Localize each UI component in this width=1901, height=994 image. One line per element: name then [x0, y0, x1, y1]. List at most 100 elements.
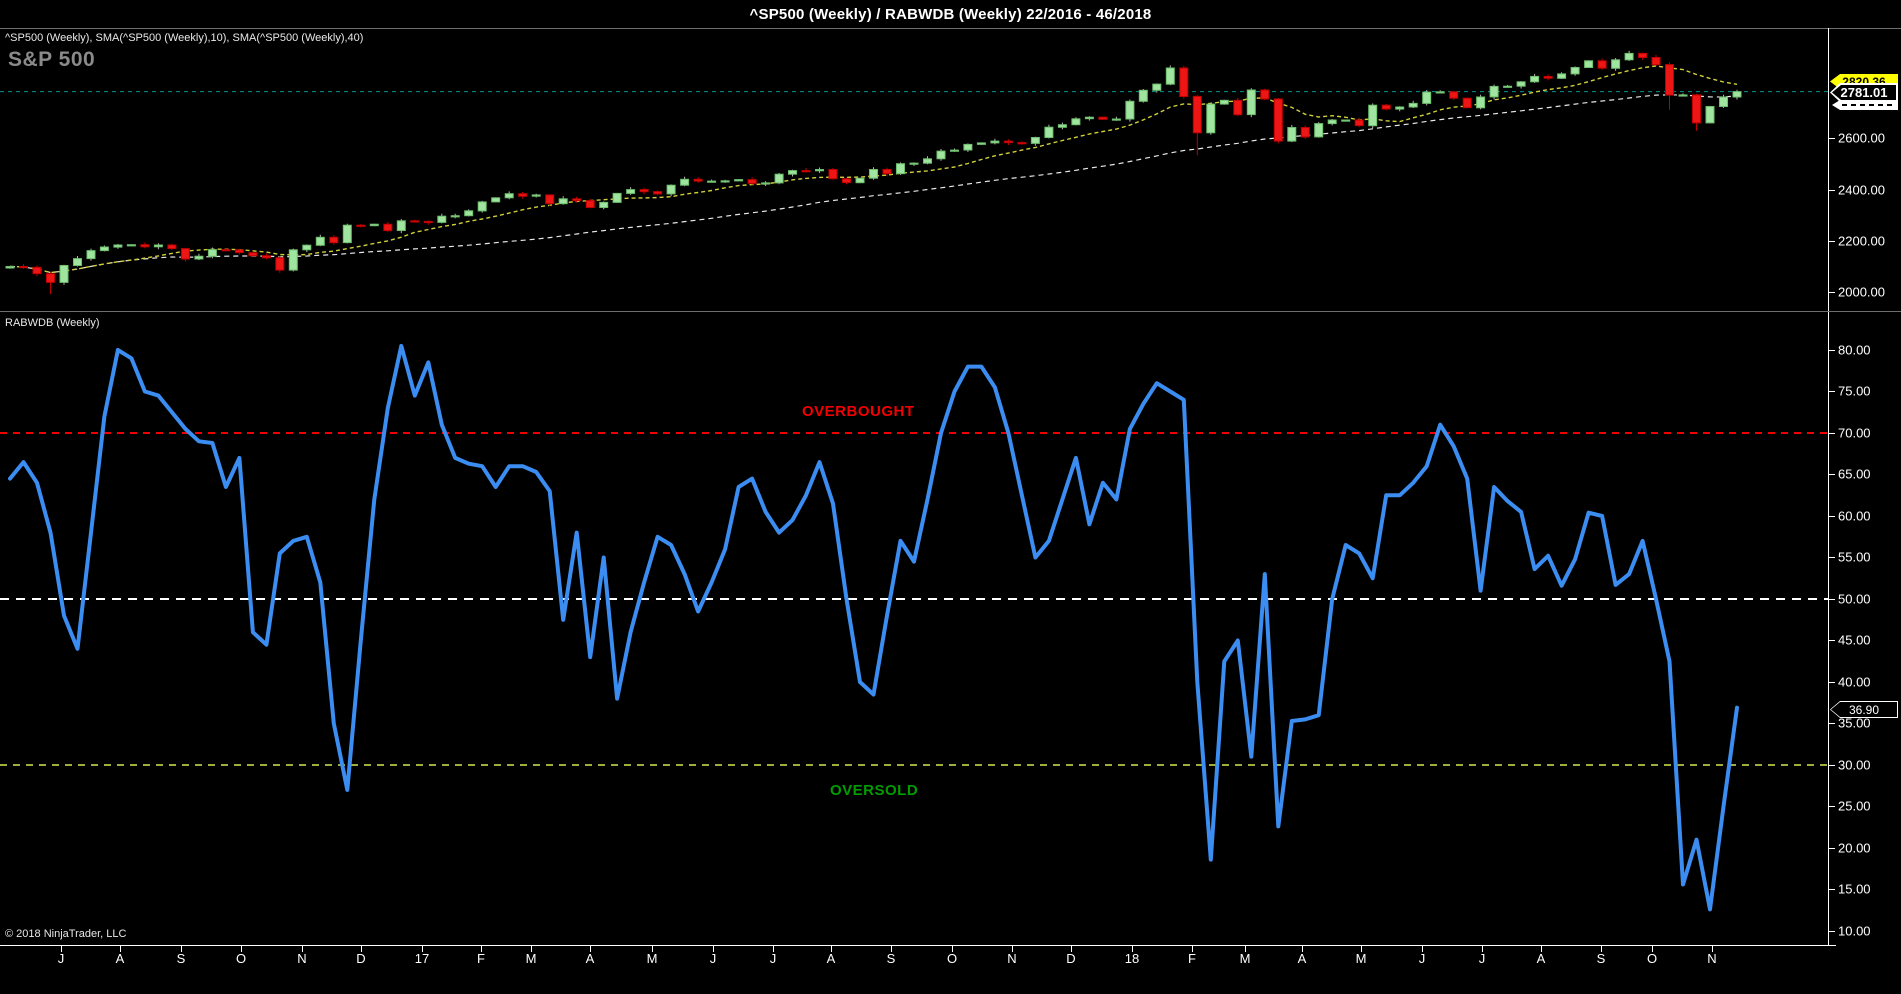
y-axis-tick [1828, 137, 1835, 139]
y-axis-label: 80.00 [1838, 342, 1871, 358]
y-axis-tick [1828, 390, 1835, 392]
x-axis-label: M [1239, 951, 1251, 966]
x-axis-tick [531, 945, 532, 952]
indicator-value-tag: 36.90 [1830, 701, 1898, 718]
x-axis-label: S [176, 951, 186, 966]
indicator-panel-label: RABWDB (Weekly) [5, 317, 100, 329]
y-axis-tick [1828, 639, 1835, 641]
x-axis-tick [241, 945, 242, 952]
x-axis-label: O [1646, 951, 1658, 966]
sma40-price-tag [1832, 100, 1898, 110]
x-axis-tick [1712, 945, 1713, 952]
x-axis-tick [302, 945, 303, 952]
x-axis-tick [1541, 945, 1542, 952]
y-axis-label: 50.00 [1838, 591, 1871, 607]
x-axis-label: D [356, 951, 366, 966]
y-axis-label: 75.00 [1838, 383, 1871, 399]
y-axis-label: 60.00 [1838, 508, 1871, 524]
last-price-tag-value: 2781.01 [1840, 85, 1888, 100]
price-panel-label: ^SP500 (Weekly), SMA(^SP500 (Weekly),10)… [5, 32, 364, 44]
instrument-watermark: S&P 500 [8, 48, 96, 71]
y-axis-tick [1828, 722, 1835, 724]
y-axis-label: 40.00 [1838, 674, 1871, 690]
x-axis-tick [1302, 945, 1303, 952]
x-axis-tick [481, 945, 482, 952]
x-axis-label: N [1707, 951, 1717, 966]
y-axis-tick [1828, 888, 1835, 890]
x-axis-label: S [1596, 951, 1606, 966]
x-axis-label: O [946, 951, 958, 966]
x-axis-label: A [585, 951, 595, 966]
y-axis-tick [1828, 556, 1835, 558]
y-axis-tick [1828, 349, 1835, 351]
x-axis-label: J [769, 951, 777, 966]
y-axis-label: 25.00 [1838, 798, 1871, 814]
copyright-text: © 2018 NinjaTrader, LLC [5, 928, 127, 940]
y-axis-label: 2200.00 [1838, 233, 1885, 249]
x-axis-label: A [1297, 951, 1307, 966]
x-axis-label: M [646, 951, 658, 966]
window-title: ^SP500 (Weekly) / RABWDB (Weekly) 22/201… [749, 5, 1152, 23]
y-axis-tick [1828, 189, 1835, 191]
indicator-value-tag-value: 36.90 [1848, 702, 1880, 717]
x-axis-tick [1422, 945, 1423, 952]
x-axis-tick [952, 945, 953, 952]
x-axis-tick [713, 945, 714, 952]
x-axis-label: A [1536, 951, 1546, 966]
x-axis-label: J [1478, 951, 1486, 966]
x-axis-tick [652, 945, 653, 952]
x-axis-label: A [826, 951, 836, 966]
y-axis-label: 2000.00 [1838, 284, 1885, 300]
title-divider [0, 28, 1901, 29]
x-axis-tick [1652, 945, 1653, 952]
x-axis-tick [361, 945, 362, 952]
y-axis-tick [1828, 598, 1835, 600]
x-axis-label: M [525, 951, 537, 966]
x-axis-tick [422, 945, 423, 952]
oversold-label: OVERSOLD [830, 782, 919, 799]
y-axis-label: 20.00 [1838, 840, 1871, 856]
x-axis-tick [1012, 945, 1013, 952]
x-axis-label: N [297, 951, 307, 966]
y-axis-label: 2400.00 [1838, 182, 1885, 198]
x-axis-tick [773, 945, 774, 952]
y-axis-label: 30.00 [1838, 757, 1871, 773]
x-axis-tick [1482, 945, 1483, 952]
overbought-label: OVERBOUGHT [802, 403, 915, 420]
x-axis-label: D [1066, 951, 1076, 966]
y-axis-label: 35.00 [1838, 715, 1871, 731]
last-price-tag: 2781.01 [1830, 83, 1898, 102]
x-axis-label: J [57, 951, 65, 966]
y-axis-tick [1828, 764, 1835, 766]
x-axis-tick [1132, 945, 1133, 952]
x-axis-tick [181, 945, 182, 952]
panel-divider[interactable] [0, 311, 1901, 312]
y-axis-tick [1828, 681, 1835, 683]
x-axis-tick [61, 945, 62, 952]
y-axis-tick [1828, 473, 1835, 475]
x-axis-tick [1601, 945, 1602, 952]
y-axis-tick [1828, 291, 1835, 293]
x-axis-label: J [1418, 951, 1426, 966]
y-axis-label: 2600.00 [1838, 130, 1885, 146]
x-axis-label: J [709, 951, 717, 966]
x-axis-label: 18 [1124, 951, 1140, 966]
y-axis-tick [1828, 515, 1835, 517]
y-axis-label: 55.00 [1838, 549, 1871, 565]
x-axis-label: O [235, 951, 247, 966]
y-axis-tick [1828, 805, 1835, 807]
y-axis-tick [1828, 930, 1835, 932]
y-axis-label: 10.00 [1838, 923, 1871, 939]
x-axis-label: S [886, 951, 896, 966]
x-axis-tick [1071, 945, 1072, 952]
x-axis-tick [120, 945, 121, 952]
y-axis-label: 45.00 [1838, 632, 1871, 648]
x-axis-label: F [477, 951, 485, 966]
x-axis-tick [1361, 945, 1362, 952]
x-axis-tick [1245, 945, 1246, 952]
x-axis-label: M [1355, 951, 1367, 966]
y-axis-label: 15.00 [1838, 881, 1871, 897]
x-axis-label: F [1188, 951, 1196, 966]
